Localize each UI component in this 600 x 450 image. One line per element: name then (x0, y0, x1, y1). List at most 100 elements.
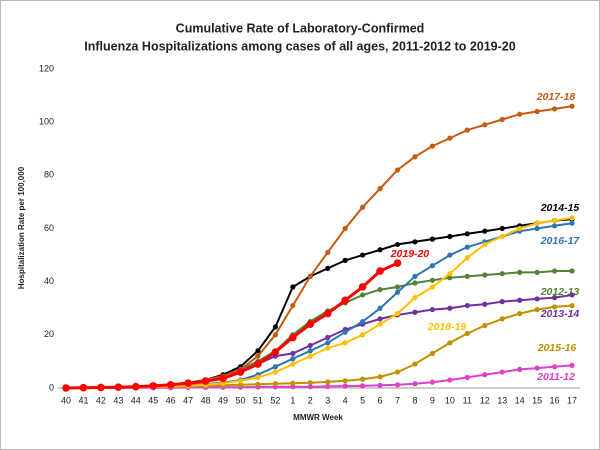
point (447, 271, 453, 277)
point (534, 269, 540, 275)
x-tick-label: 45 (148, 395, 158, 405)
point (342, 225, 348, 232)
point (272, 364, 278, 370)
x-tick-label: 49 (218, 395, 228, 405)
point (464, 330, 470, 337)
point (464, 127, 470, 133)
point (464, 273, 470, 279)
y-axis-title: Hospitalization Rate per 100,000 (17, 166, 26, 289)
series-label: 2017-18 (536, 91, 576, 103)
point (412, 273, 418, 279)
point (429, 379, 436, 385)
series-label: 2014-15 (540, 202, 580, 214)
series-label: 2019-20 (390, 248, 430, 260)
point (272, 324, 278, 330)
point (517, 111, 523, 117)
chart-title: Influenza Hospitalizations among cases o… (84, 39, 515, 53)
x-tick-label: 40 (61, 395, 71, 405)
point (307, 342, 313, 349)
point (255, 348, 261, 354)
point (534, 365, 540, 371)
x-tick-label: 11 (463, 395, 472, 405)
point (393, 259, 402, 267)
x-tick-label: 43 (113, 395, 123, 405)
point (272, 381, 278, 387)
x-tick-label: 9 (430, 395, 435, 405)
x-tick-label: 14 (515, 395, 525, 405)
point (551, 223, 558, 229)
point (569, 103, 575, 109)
point (394, 167, 401, 173)
point (377, 247, 383, 253)
point (464, 255, 470, 261)
point (237, 382, 244, 388)
point (394, 284, 401, 290)
point (394, 369, 401, 375)
point (342, 329, 348, 335)
point (482, 372, 488, 378)
point (429, 284, 436, 290)
point (534, 306, 540, 313)
point (342, 378, 348, 384)
point (254, 360, 262, 368)
point (551, 217, 558, 224)
point (517, 297, 523, 303)
point (464, 374, 470, 380)
x-tick-label: 42 (96, 395, 106, 405)
point (429, 236, 436, 242)
point (325, 249, 331, 256)
x-axis-title: MMWR Week (293, 413, 343, 422)
point (272, 332, 278, 338)
point (429, 306, 436, 313)
point (412, 361, 418, 367)
point (325, 383, 331, 390)
point (289, 333, 297, 342)
point (429, 277, 436, 283)
x-tick-label: 15 (532, 395, 542, 405)
point (307, 353, 313, 359)
y-tick-label: 80 (44, 170, 54, 180)
point (429, 263, 436, 269)
point (464, 231, 470, 237)
point (290, 380, 296, 386)
point (323, 309, 332, 318)
point (464, 302, 470, 309)
x-tick-label: 44 (131, 395, 141, 405)
point (569, 220, 575, 226)
point (342, 257, 348, 263)
point (551, 106, 558, 112)
point (517, 225, 523, 232)
point (482, 301, 488, 307)
y-tick-label: 60 (44, 223, 54, 233)
y-tick-label: 20 (44, 329, 54, 339)
point (482, 122, 488, 128)
point (342, 383, 348, 389)
point (412, 381, 418, 387)
x-tick-label: 50 (235, 395, 245, 405)
point (114, 383, 123, 392)
point (534, 108, 540, 115)
point (377, 374, 383, 380)
point (62, 384, 70, 392)
x-tick-label: 12 (480, 395, 490, 405)
x-tick-label: 41 (78, 395, 88, 405)
point (551, 295, 558, 301)
point (499, 225, 505, 232)
y-tick-label: 120 (39, 63, 54, 73)
series-label: 2015-16 (537, 342, 577, 354)
point (429, 350, 436, 357)
point (569, 268, 575, 274)
point (517, 269, 523, 275)
point (412, 239, 418, 245)
x-tick-label: 4 (343, 395, 348, 405)
point (377, 316, 383, 322)
y-tick-label: 0 (49, 382, 54, 392)
point (569, 215, 575, 221)
point (447, 340, 453, 346)
point (482, 228, 488, 234)
point (377, 287, 383, 293)
point (377, 186, 383, 192)
point (219, 374, 227, 383)
series-label: 2018-19 (427, 321, 467, 333)
series-label: 2016-17 (540, 235, 581, 247)
